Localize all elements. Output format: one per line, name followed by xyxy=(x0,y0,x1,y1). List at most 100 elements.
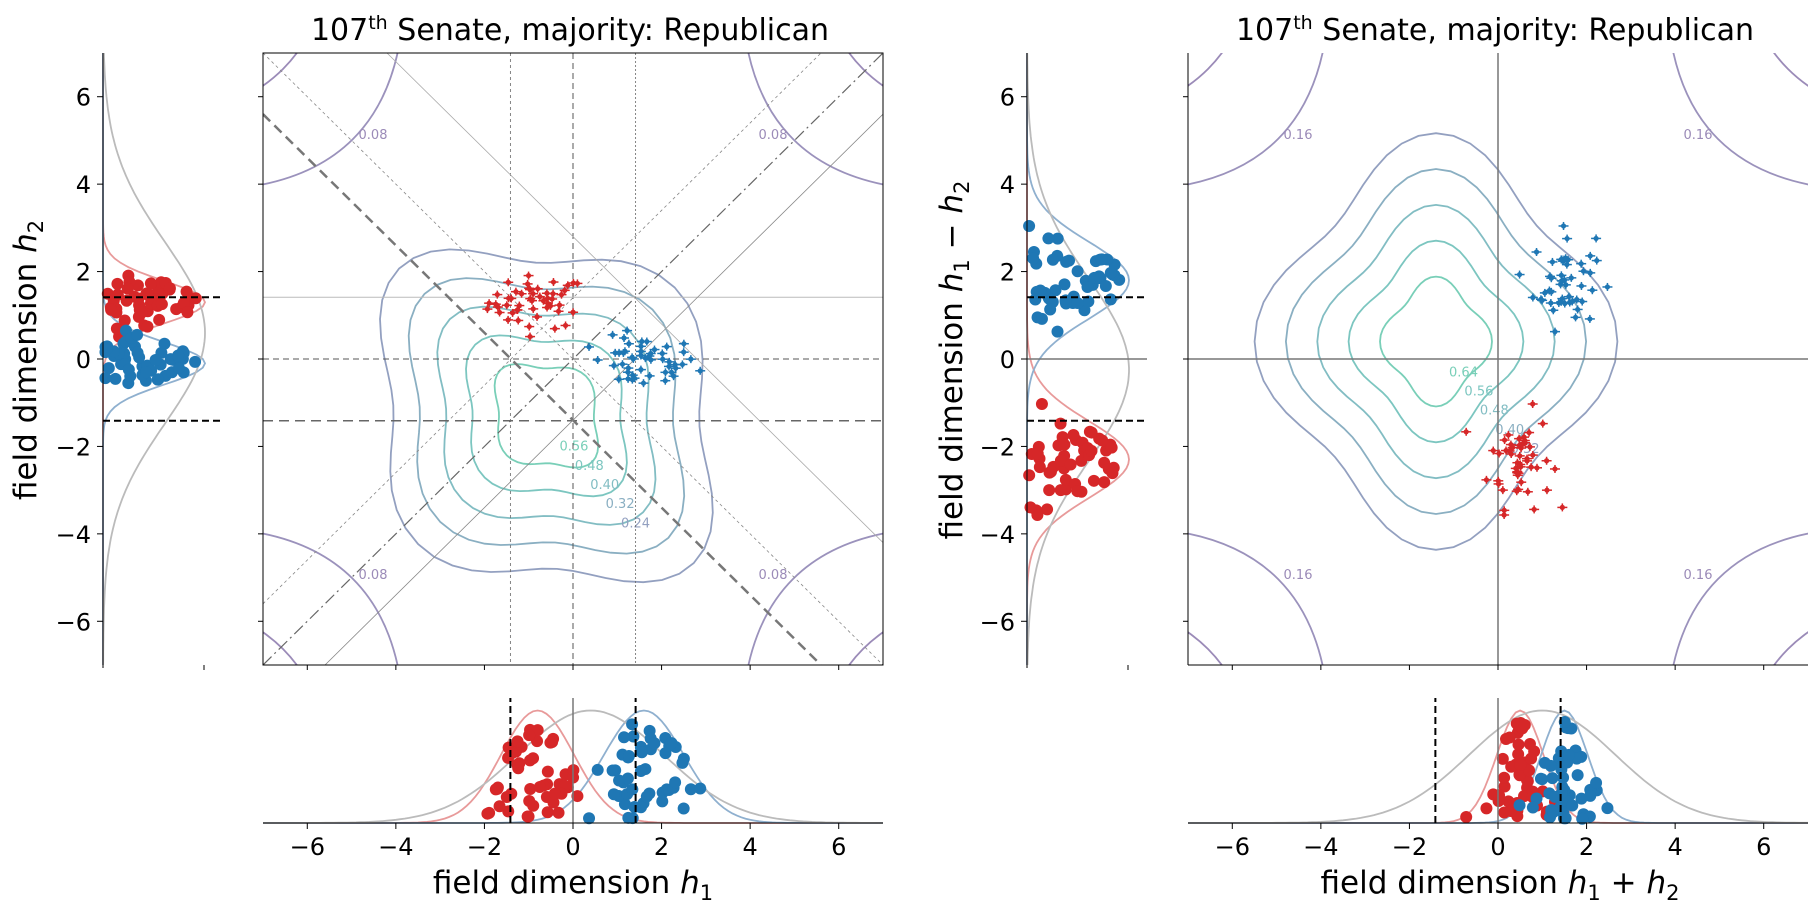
data-point xyxy=(1501,507,1507,513)
data-point xyxy=(697,368,703,374)
marginal-point xyxy=(533,781,546,794)
marginal-point xyxy=(1060,297,1073,310)
marginal-point xyxy=(635,746,648,759)
data-point xyxy=(1543,458,1550,464)
data-point xyxy=(1587,253,1593,259)
marginal-point xyxy=(541,765,554,778)
marginal-point xyxy=(1514,759,1527,772)
marginal-point xyxy=(1601,802,1614,815)
data-point xyxy=(1530,401,1536,407)
data-point xyxy=(1495,481,1502,487)
marginal-point xyxy=(1095,253,1108,266)
marginal-point xyxy=(1512,748,1525,761)
marginal-point xyxy=(140,366,153,379)
data-point xyxy=(1490,447,1496,454)
right-x-axis-label: field dimension h1 + h2 xyxy=(1321,865,1680,905)
contour-line xyxy=(1316,203,1556,480)
data-point xyxy=(1566,294,1572,300)
x-tick-label: 0 xyxy=(565,833,580,861)
contour-label: 0.08 xyxy=(759,128,788,143)
marginal-point xyxy=(1576,812,1589,825)
marginal-point xyxy=(1504,804,1517,817)
marginal-point xyxy=(100,343,113,356)
data-point xyxy=(1501,437,1508,443)
marginal-point xyxy=(622,811,635,824)
data-point xyxy=(1563,255,1569,261)
contour-label: 0.56 xyxy=(1464,385,1493,400)
data-point xyxy=(505,279,511,285)
marginal-point xyxy=(511,758,524,771)
data-point xyxy=(530,306,536,312)
left-main-plot: 0.56 0.48 0.40 0.32 0.24 0.08 0.08 0.08 0.08 xyxy=(263,53,883,665)
data-point xyxy=(1516,271,1523,278)
marginal-point xyxy=(1041,503,1054,516)
data-point xyxy=(494,291,500,298)
data-point xyxy=(552,326,558,332)
y-tick-label: −6 xyxy=(56,608,91,636)
marginal-point xyxy=(1099,279,1112,292)
contour-line xyxy=(436,305,657,526)
diagonal-line xyxy=(263,113,822,665)
marginal-point xyxy=(1054,417,1067,430)
data-point xyxy=(534,314,540,320)
contour-line xyxy=(465,334,628,498)
data-point xyxy=(625,365,631,371)
data-point xyxy=(537,294,543,300)
marginal-point xyxy=(1098,476,1111,489)
data-point xyxy=(1552,466,1558,472)
marginal-point xyxy=(665,737,678,750)
marginal-point xyxy=(1044,465,1057,478)
marginal-point xyxy=(1547,806,1560,819)
marginal-point xyxy=(1106,467,1119,480)
data-point xyxy=(1587,316,1593,322)
left-y-axis-label: field dimension h2 xyxy=(8,220,48,500)
data-point xyxy=(530,291,536,297)
data-point xyxy=(1528,464,1534,470)
marginal-point xyxy=(613,774,626,787)
data-point xyxy=(642,355,648,361)
marginal-point xyxy=(552,806,565,819)
data-point xyxy=(562,322,569,329)
data-point xyxy=(1568,275,1574,281)
marginal-point xyxy=(618,731,631,744)
data-point xyxy=(527,333,533,340)
marginal-point xyxy=(656,795,669,808)
data-point xyxy=(1530,452,1536,458)
marginal-point xyxy=(1046,253,1059,266)
y-tick-label: −4 xyxy=(56,521,91,549)
y-tick-label: 4 xyxy=(1000,171,1015,199)
data-point xyxy=(616,350,622,356)
data-point xyxy=(1518,479,1524,485)
marginal-point xyxy=(1087,474,1100,487)
marginal-point xyxy=(1544,759,1557,772)
marginal-point xyxy=(548,787,561,800)
y-tick-label: 0 xyxy=(1000,346,1015,374)
contour-line xyxy=(1672,53,1808,186)
marginal-point xyxy=(181,306,194,319)
data-point xyxy=(540,298,547,304)
marginal-point xyxy=(1513,799,1526,812)
x-tick-label: −6 xyxy=(1215,833,1250,861)
left-title: 107th Senate, majority: Republican xyxy=(311,12,829,48)
contour-line xyxy=(379,248,714,584)
data-point xyxy=(638,348,644,355)
data-point xyxy=(621,335,627,341)
data-point xyxy=(1580,268,1587,274)
data-point xyxy=(647,373,653,379)
marginal-point xyxy=(1081,280,1094,293)
data-point xyxy=(1564,235,1570,242)
contour-label: 0.16 xyxy=(1284,568,1313,583)
data-point xyxy=(629,354,635,360)
contour-line xyxy=(263,532,399,665)
data-point xyxy=(515,317,521,324)
y-tick-label: −2 xyxy=(56,433,91,461)
data-point xyxy=(1525,489,1531,495)
x-tick-label: 2 xyxy=(654,833,669,861)
data-point xyxy=(1514,488,1520,494)
left-y-ticks: −6 −4 −2 0 2 4 6 xyxy=(56,84,263,636)
marginal-point xyxy=(522,810,535,823)
x-tick-label: 4 xyxy=(1668,833,1683,861)
marginal-point xyxy=(1584,789,1597,802)
data-point xyxy=(1587,270,1593,276)
right-title: 107th Senate, majority: Republican xyxy=(1236,12,1754,48)
